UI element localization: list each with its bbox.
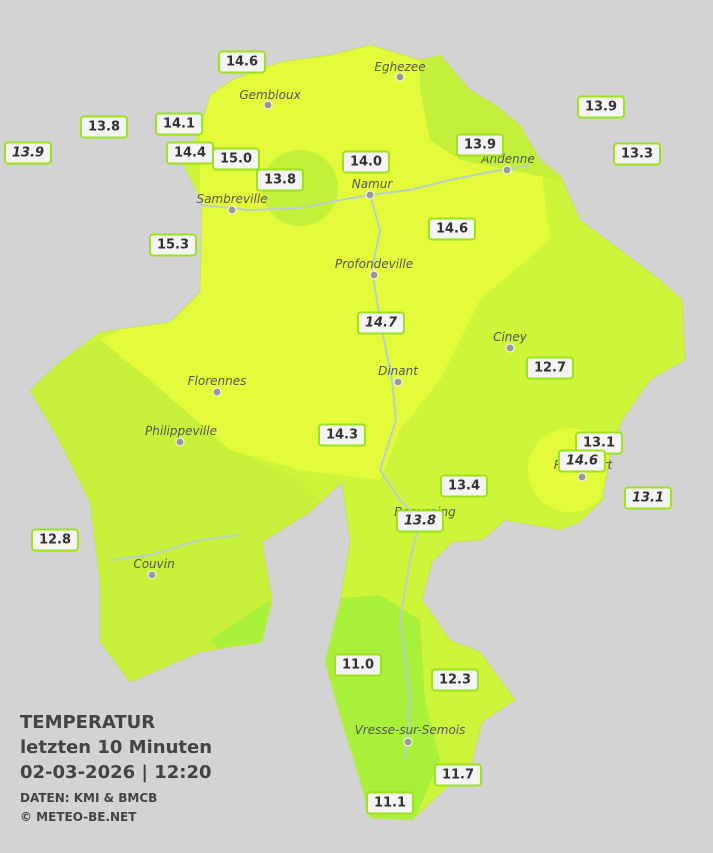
city-marker (505, 343, 515, 353)
city-label: Vresse-sur-Semois (354, 723, 466, 737)
river (369, 194, 401, 501)
city-label: Philippeville (145, 424, 217, 438)
station-temperature: 13.9 (455, 133, 505, 157)
station-temperature: 15.0 (211, 147, 261, 171)
station-temperature: 14.6 (557, 449, 607, 473)
station-temperature: 11.0 (333, 653, 383, 677)
city-marker (175, 437, 185, 447)
river (109, 534, 241, 561)
source: DATEN: KMI & BMCB (20, 791, 158, 805)
station-temperature: 13.8 (79, 115, 129, 139)
city-label: Profondeville (334, 257, 414, 271)
city-label: Ciney (493, 330, 527, 344)
city-marker (393, 377, 403, 387)
station-temperature: 13.3 (612, 142, 662, 166)
station-temperature: 14.6 (217, 50, 267, 74)
copyright: © METEO-BE.NET (20, 810, 137, 824)
station-temperature: 13.1 (623, 486, 673, 510)
city-marker (403, 737, 413, 747)
city-marker (365, 190, 375, 200)
city-marker (369, 270, 379, 280)
city-label: Florennes (187, 374, 247, 388)
cool-zone (210, 600, 280, 650)
city-label: Eghezee (374, 60, 426, 74)
subtitle: letzten 10 Minuten (20, 737, 213, 758)
city-marker (147, 570, 157, 580)
station-temperature: 12.7 (525, 356, 575, 380)
city-marker (212, 387, 222, 397)
station-temperature: 13.9 (3, 141, 53, 165)
city-label: Gembloux (239, 88, 301, 102)
city-label: Namur (351, 177, 393, 191)
city-label: Sambreville (196, 192, 268, 206)
station-temperature: 11.1 (365, 791, 415, 815)
station-temperature: 14.3 (317, 423, 367, 447)
city-label: Dinant (378, 364, 418, 378)
station-temperature: 13.9 (576, 95, 626, 119)
station-temperature: 13.4 (439, 474, 489, 498)
city-marker (395, 72, 405, 82)
station-temperature: 14.0 (341, 150, 391, 174)
city-marker (263, 100, 273, 110)
station-temperature: 13.8 (395, 509, 445, 533)
city-marker (577, 472, 587, 482)
station-temperature: 14.1 (154, 112, 204, 136)
station-temperature: 12.3 (430, 668, 480, 692)
station-temperature: 12.8 (30, 528, 80, 552)
station-temperature: 14.4 (165, 141, 215, 165)
station-temperature: 14.6 (427, 217, 477, 241)
timestamp: 02-03-2026 | 12:20 (20, 762, 212, 783)
city-label: Couvin (133, 557, 175, 571)
station-temperature: 15.3 (148, 233, 198, 257)
city-marker (502, 165, 512, 175)
city-marker (227, 205, 237, 215)
station-temperature: 13.8 (255, 168, 305, 192)
station-temperature: 11.7 (433, 763, 483, 787)
title: TEMPERATUR (20, 712, 156, 733)
station-temperature: 14.7 (356, 311, 406, 335)
